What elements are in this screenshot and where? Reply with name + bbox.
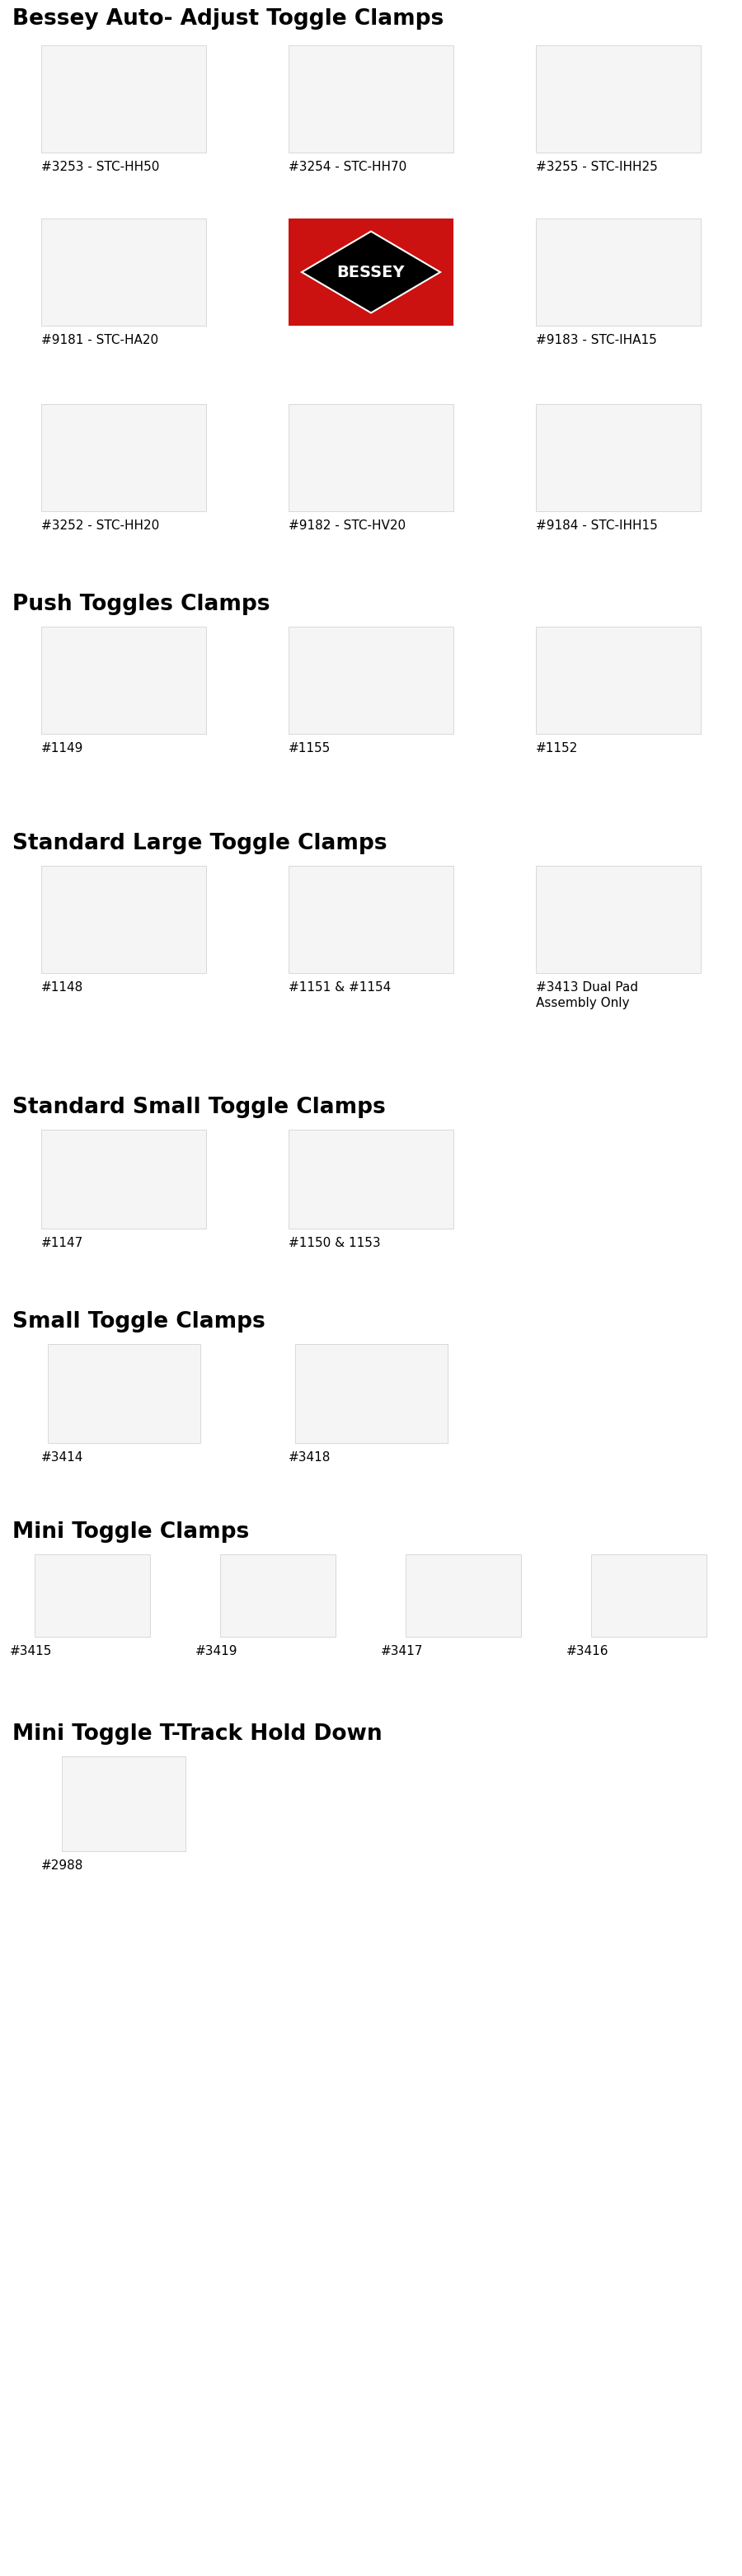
Text: #3417: #3417 xyxy=(381,1646,423,1656)
Text: #3254 - STC-HH70: #3254 - STC-HH70 xyxy=(289,160,407,173)
Text: Push Toggles Clamps: Push Toggles Clamps xyxy=(13,592,270,616)
Bar xyxy=(289,404,453,510)
Bar xyxy=(536,866,700,974)
Text: #3253 - STC-HH50: #3253 - STC-HH50 xyxy=(42,160,160,173)
Text: #1150 & 1153: #1150 & 1153 xyxy=(289,1236,381,1249)
Text: #3419: #3419 xyxy=(195,1646,238,1656)
Text: #3413 Dual Pad
Assembly Only: #3413 Dual Pad Assembly Only xyxy=(536,981,638,1010)
Bar xyxy=(536,219,700,325)
Text: #1151 & #1154: #1151 & #1154 xyxy=(289,981,391,994)
Bar xyxy=(406,1553,521,1636)
Bar xyxy=(289,866,453,974)
Text: Bessey Auto- Adjust Toggle Clamps: Bessey Auto- Adjust Toggle Clamps xyxy=(13,8,444,31)
Bar xyxy=(47,1345,200,1443)
Text: Mini Toggle Clamps: Mini Toggle Clamps xyxy=(13,1522,249,1543)
Text: #3415: #3415 xyxy=(10,1646,52,1656)
Bar xyxy=(591,1553,706,1636)
Bar xyxy=(42,866,206,974)
Text: Standard Large Toggle Clamps: Standard Large Toggle Clamps xyxy=(13,832,387,855)
Text: #1152: #1152 xyxy=(536,742,578,755)
Text: #3414: #3414 xyxy=(42,1450,84,1463)
Text: #1149: #1149 xyxy=(42,742,84,755)
Bar xyxy=(289,1131,453,1229)
Bar xyxy=(42,219,206,325)
Bar xyxy=(289,626,453,734)
Bar xyxy=(220,1553,335,1636)
Text: #3416: #3416 xyxy=(566,1646,609,1656)
Bar xyxy=(289,46,453,152)
Text: #9181 - STC-HA20: #9181 - STC-HA20 xyxy=(42,335,158,345)
Text: Mini Toggle T-Track Hold Down: Mini Toggle T-Track Hold Down xyxy=(13,1723,382,1744)
Text: #9184 - STC-IHH15: #9184 - STC-IHH15 xyxy=(536,520,657,531)
Text: #2988: #2988 xyxy=(42,1860,84,1873)
Bar xyxy=(295,1345,447,1443)
Text: Standard Small Toggle Clamps: Standard Small Toggle Clamps xyxy=(13,1097,386,1118)
Bar xyxy=(42,46,206,152)
Text: Small Toggle Clamps: Small Toggle Clamps xyxy=(13,1311,266,1332)
Bar xyxy=(42,404,206,510)
Bar xyxy=(42,1131,206,1229)
Text: #3418: #3418 xyxy=(289,1450,331,1463)
Text: #3255 - STC-IHH25: #3255 - STC-IHH25 xyxy=(536,160,657,173)
Text: BESSEY: BESSEY xyxy=(337,265,405,281)
Text: #9182 - STC-HV20: #9182 - STC-HV20 xyxy=(289,520,406,531)
Text: #1155: #1155 xyxy=(289,742,331,755)
Text: #1147: #1147 xyxy=(42,1236,83,1249)
Bar xyxy=(42,626,206,734)
Bar xyxy=(536,404,700,510)
Bar xyxy=(289,219,453,325)
Text: #9183 - STC-IHA15: #9183 - STC-IHA15 xyxy=(536,335,657,345)
Bar xyxy=(62,1757,186,1852)
Text: #1148: #1148 xyxy=(42,981,83,994)
Polygon shape xyxy=(302,232,440,312)
Bar xyxy=(536,626,700,734)
Bar xyxy=(35,1553,150,1636)
Text: #3252 - STC-HH20: #3252 - STC-HH20 xyxy=(42,520,160,531)
Bar xyxy=(536,46,700,152)
